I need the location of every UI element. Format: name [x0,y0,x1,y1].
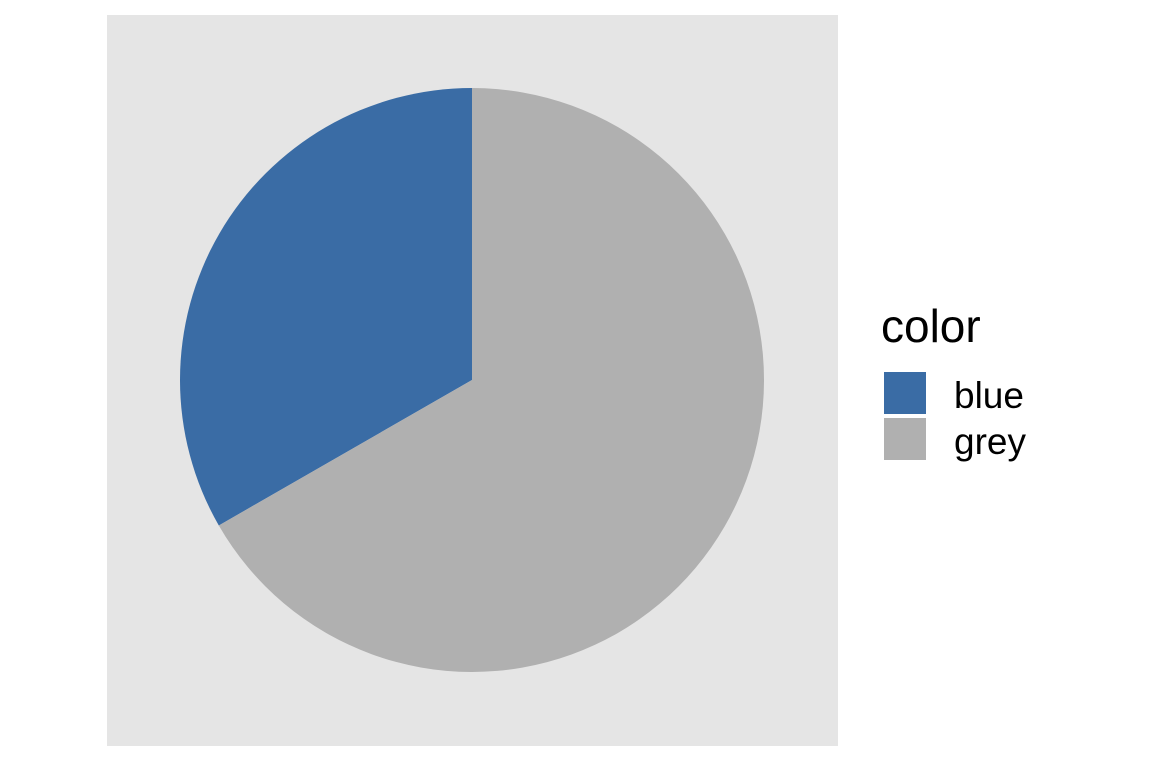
legend-key-grey [884,418,926,460]
legend-title: color [881,300,981,352]
legend-key-blue [884,372,926,414]
legend-label-blue: blue [954,375,1024,416]
pie-slice-blue [180,88,472,526]
pie-slice-grey [218,87,765,672]
legend: color blue grey [881,300,1026,462]
pie-slices [180,87,765,672]
legend-label-grey: grey [954,421,1026,462]
